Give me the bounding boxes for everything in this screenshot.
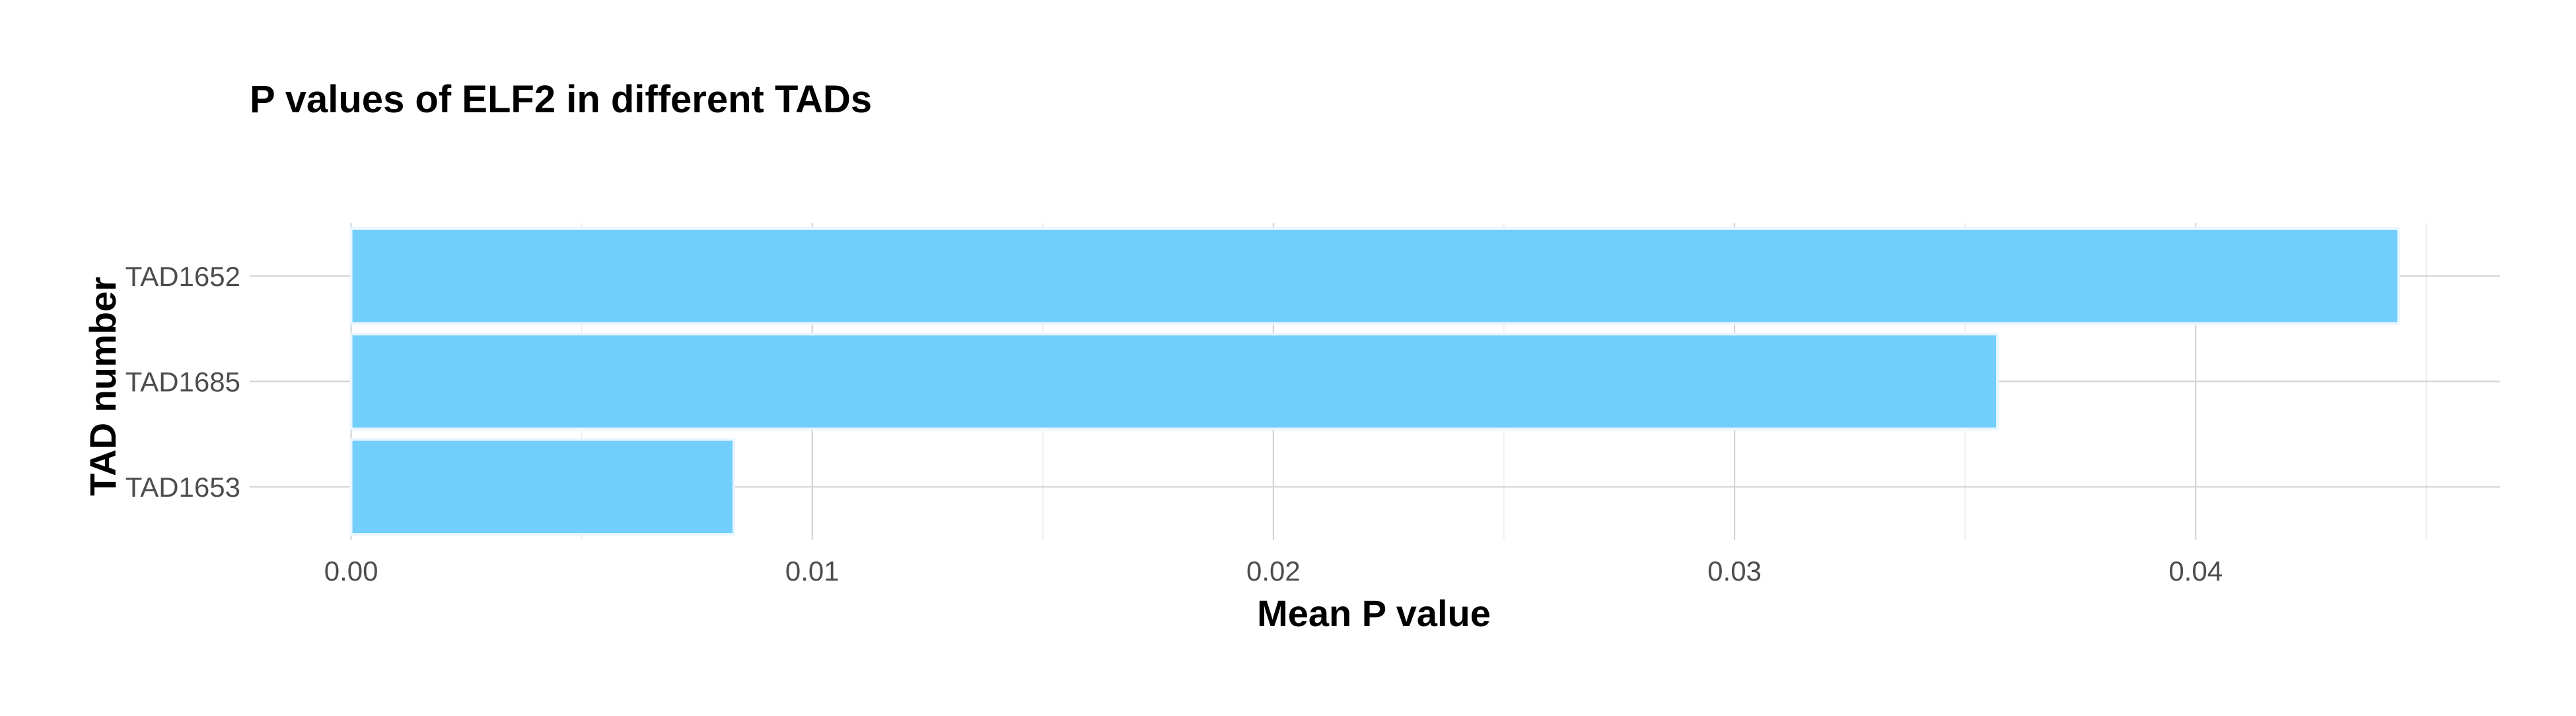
x-tick-label: 0.00 xyxy=(324,555,378,587)
bars xyxy=(349,227,2400,536)
x-tick-label: 0.04 xyxy=(2168,555,2223,587)
x-tick-label: 0.02 xyxy=(1246,555,1301,587)
chart-title: P values of ELF2 in different TADs xyxy=(250,78,872,121)
y-tick-label: TAD1652 xyxy=(125,261,240,292)
y-axis-title: TAD number xyxy=(82,277,124,496)
x-axis-title: Mean P value xyxy=(1257,592,1491,634)
y-tick-label: TAD1653 xyxy=(125,472,240,503)
tick-labels: TAD1652 TAD1685 TAD1653 0.00 0.01 0.02 0.03 0.0… xyxy=(125,261,2223,587)
x-tick-label: 0.01 xyxy=(785,555,840,587)
bar-tad1653 xyxy=(349,438,736,536)
bar-tad1652 xyxy=(349,227,2400,325)
y-tick-label: TAD1685 xyxy=(125,367,240,398)
x-tick-label: 0.03 xyxy=(1707,555,1762,587)
bar-tad1685 xyxy=(349,332,1999,431)
